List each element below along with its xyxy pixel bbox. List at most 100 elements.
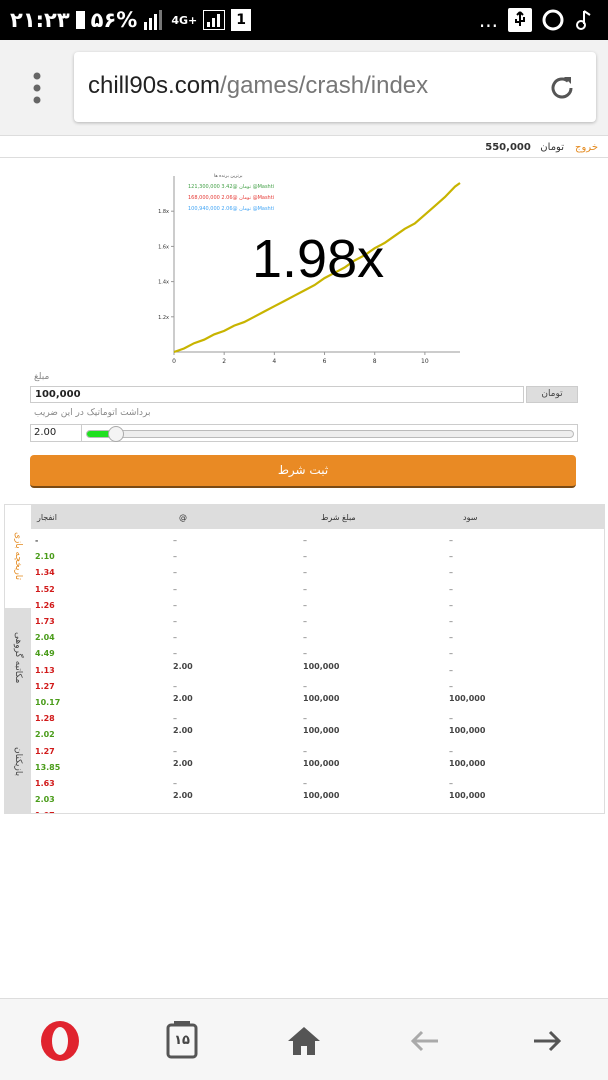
cell-at: – [173, 649, 177, 659]
music-icon [576, 10, 591, 30]
tabs-button[interactable]: ۱۵ [160, 1019, 204, 1063]
menu-dots-icon[interactable] [28, 70, 46, 106]
cell-at: – [173, 617, 177, 626]
table-header: انفجار @ مبلغ شرط سود [31, 505, 604, 529]
cell-amount: – [303, 617, 307, 626]
side-tab[interactable]: بازیکنان [5, 708, 31, 813]
address-bar[interactable]: chill90s.com/games/crash/index [74, 52, 596, 122]
cell-amount: – [303, 552, 307, 562]
url-host: chill90s.com [88, 72, 221, 99]
cell-at: – [173, 552, 177, 562]
cell-at: – [173, 681, 177, 691]
cell-profit: – [449, 649, 453, 659]
cell-crash: 2.10 [35, 552, 55, 562]
slider-thumb[interactable] [108, 426, 125, 442]
cell-at: – [173, 568, 177, 578]
cell-at: 2.00 [173, 791, 193, 801]
url-text[interactable]: chill90s.com/games/crash/index [88, 72, 428, 100]
winner-entry: 100,940,000 2.06@ تومان @Mashti [188, 206, 274, 212]
y-tick-label: 1.2x [158, 315, 169, 321]
cell-at: – [173, 779, 177, 788]
usb-icon [508, 8, 532, 32]
cell-amount: – [303, 568, 307, 578]
account-bar: خروج تومان 550,000 [0, 138, 608, 158]
home-icon[interactable] [282, 1019, 326, 1063]
cell-amount: – [303, 746, 307, 756]
cell-amount: – [303, 536, 307, 545]
cell-at: 2.00 [173, 758, 193, 768]
notification-count: 1 [231, 9, 252, 31]
x-tick-label: 0 [172, 358, 176, 365]
slider-track[interactable] [86, 426, 574, 442]
table-row: 1.26 – – – [31, 598, 604, 614]
table-row: 2.10 – – – [31, 549, 604, 565]
cell-profit: – [449, 665, 453, 675]
cell-amount: – [303, 600, 307, 610]
opera-logo-icon[interactable] [38, 1019, 82, 1063]
x-tick-label: 6 [323, 358, 327, 365]
cell-profit: – [449, 584, 453, 594]
y-tick-label: 1.8x [158, 209, 169, 215]
battery-percent: ۵۶% [90, 8, 138, 32]
cell-amount: 100,000 [303, 694, 340, 703]
cell-profit: – [449, 746, 453, 756]
submit-bet-button[interactable]: ثبت شرط [30, 455, 576, 488]
side-tab-label: تاریخچه بازی [13, 532, 23, 581]
cell-crash: 1.52 [35, 584, 55, 594]
slider-fill [87, 431, 117, 437]
tabs-count: ۱۵ [174, 1033, 190, 1048]
cell-crash: 10.17 [35, 698, 61, 707]
table-row: 1.07 [31, 808, 604, 813]
network-type: 4G+ [171, 13, 198, 27]
back-arrow-icon[interactable] [404, 1019, 448, 1063]
tabs-icon [166, 1021, 198, 1059]
cell-amount: 100,000 [303, 661, 340, 671]
cell-amount: – [303, 779, 307, 788]
cell-crash: - [35, 536, 39, 545]
cell-crash: 2.03 [35, 795, 55, 805]
cell-profit: – [449, 617, 453, 626]
cell-crash: 1.63 [35, 779, 55, 788]
table-row: 1.27 – – – [31, 679, 604, 695]
cell-at: – [173, 536, 177, 545]
status-bar: ۲۱:۲۳ ۵۶% 4G+ 1 ... [0, 0, 608, 40]
cell-amount: – [303, 681, 307, 691]
cell-crash: 1.73 [35, 617, 55, 626]
table-row: 1.34 – – – [31, 565, 604, 581]
more-notifications: ... [478, 8, 498, 32]
cell-crash: 4.49 [35, 649, 55, 659]
side-tab[interactable]: مکاتبه گروهی [5, 608, 31, 708]
balance-display: تومان 550,000 [485, 142, 564, 153]
cell-profit: – [449, 568, 453, 578]
side-tab[interactable]: تاریخچه بازی [5, 505, 31, 608]
amount-label: مبلغ [34, 372, 50, 382]
crash-chart: 0 2 4 6 8 10 1.2x 1.4x 1.6x 1.8x برترین برنده ها 12… [158, 174, 461, 365]
table-row: 10.17 2.00 100,000 100,000 [31, 694, 604, 711]
cell-crash: 2.04 [35, 633, 55, 643]
forward-arrow-icon[interactable] [524, 1019, 568, 1063]
bet-amount-input[interactable]: 100,000 [30, 386, 524, 403]
cell-crash: 1.26 [35, 600, 55, 610]
current-multiplier: 1.98x [252, 229, 385, 289]
status-time: ۲۱:۲۳ [10, 8, 70, 32]
cell-amount: 100,000 [303, 726, 340, 736]
cell-at: – [173, 714, 177, 724]
table-row: 4.49 – – – [31, 646, 604, 662]
balance-currency: تومان [540, 142, 564, 153]
cell-at: – [173, 584, 177, 594]
table-row: 2.04 – – – [31, 630, 604, 646]
table-row: 1.27 – – – [31, 744, 604, 760]
cell-crash: 1.07 [35, 811, 55, 813]
bottom-navigation: ۱۵ [0, 998, 608, 1080]
reload-icon[interactable] [546, 72, 578, 104]
x-tick-label: 2 [222, 358, 226, 365]
side-tab-label: بازیکنان [13, 746, 23, 777]
logout-link[interactable]: خروج [575, 142, 598, 153]
table-row: 1.52 – – – [31, 582, 604, 598]
winner-entry: 121,300,000 3.42@ تومان @Mashti [188, 184, 274, 190]
table-row: 1.13 2.00 100,000 – [31, 661, 604, 679]
auto-cashout-input[interactable]: 2.00 [30, 424, 82, 442]
cell-amount: – [303, 714, 307, 724]
auto-cashout-slider[interactable] [82, 424, 578, 442]
amount-currency-addon: تومان [526, 386, 578, 403]
